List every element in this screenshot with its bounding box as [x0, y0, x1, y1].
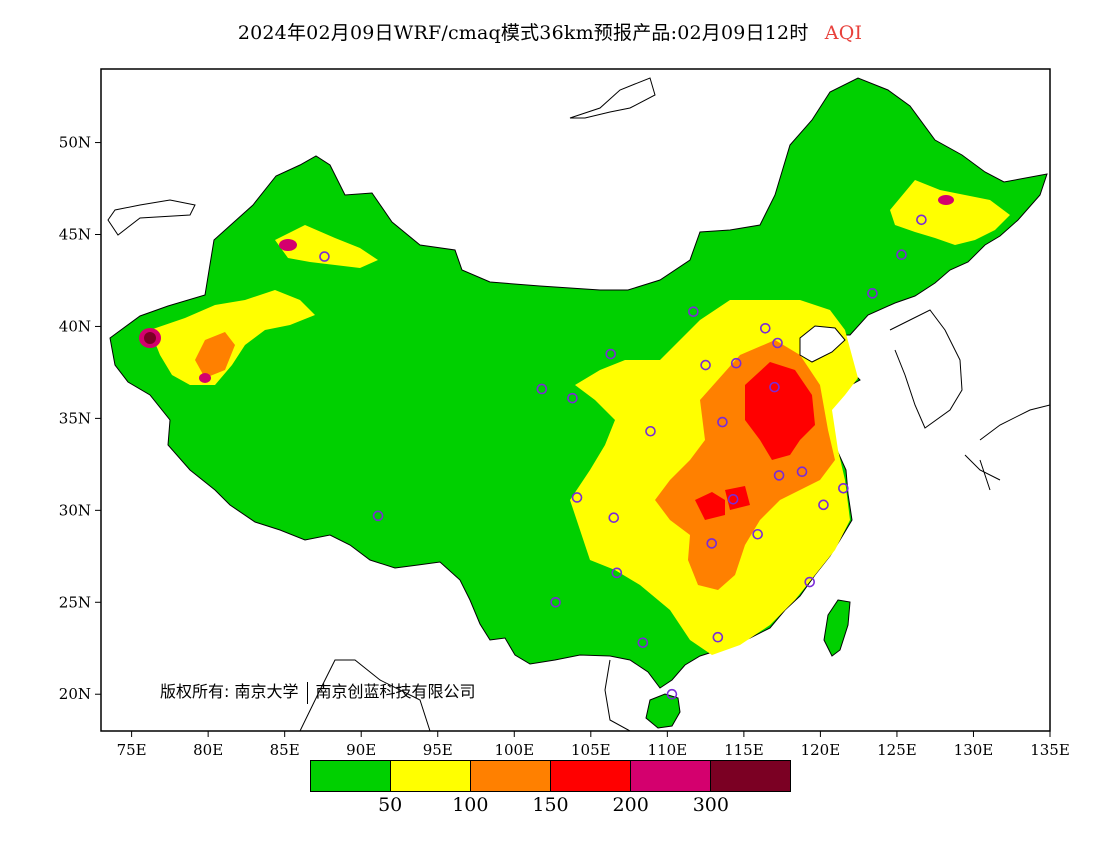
- city-station-marker: [773, 470, 785, 481]
- station-markers: [319, 214, 927, 700]
- legend-swatch: [391, 761, 471, 791]
- city-station-marker: [637, 637, 649, 649]
- lat-tick-label: 20N: [59, 685, 91, 703]
- map-title: 2024年02月09日WRF/cmaq模式36km预报产品:02月09日12时 …: [0, 18, 1100, 45]
- title-product: AQI: [824, 22, 863, 44]
- aqi-color-legend: [310, 760, 791, 792]
- copyright-org1: 南京大学: [234, 682, 299, 701]
- legend-swatch: [631, 761, 711, 791]
- city-station-marker: [769, 381, 780, 393]
- neighbor-coastline-indochina: [299, 659, 631, 731]
- legend-swatch: [311, 761, 391, 791]
- lon-tick-label: 80E: [193, 741, 223, 759]
- neighbor-coastline-korea: [889, 309, 963, 429]
- city-station-marker: [605, 348, 617, 360]
- city-station-marker: [712, 631, 724, 643]
- aqi-zone-red-2: [695, 492, 725, 520]
- lat-tick-label: 40N: [59, 317, 91, 335]
- lon-tick-label: 105E: [571, 741, 611, 759]
- lon-tick-label: 135E: [1030, 741, 1070, 759]
- lat-tick-label: 45N: [59, 226, 91, 244]
- city-station-marker: [867, 288, 878, 299]
- axis-ticks: 75E 80E 85E 90E 95E 100E 105E 110E 115E 120E 125E 1…: [59, 134, 1070, 759]
- hainan-island: [645, 693, 681, 729]
- city-station-marker: [319, 251, 330, 262]
- city-station-marker: [838, 482, 849, 494]
- lat-tick-label: 25N: [59, 593, 91, 611]
- city-station-marker: [571, 492, 583, 503]
- aqi-zone-red: [745, 362, 815, 460]
- aqi-zone-yellow-n: [275, 225, 378, 268]
- city-station-marker: [752, 528, 763, 540]
- city-station-marker: [804, 576, 815, 588]
- copyright-separator: [306, 681, 308, 704]
- lon-tick-label: 120E: [801, 741, 841, 759]
- city-station-marker: [730, 357, 742, 369]
- taiwan-island: [823, 599, 851, 657]
- lat-tick-label: 35N: [59, 409, 91, 427]
- lon-tick-label: 95E: [423, 741, 453, 759]
- lat-tick-label: 50N: [59, 134, 91, 152]
- lon-tick-label: 90E: [346, 741, 376, 759]
- map-layers: [107, 77, 1050, 731]
- neighbor-coastline-russia: [107, 77, 656, 236]
- city-station-marker: [611, 567, 623, 579]
- lon-tick-label: 85E: [270, 741, 300, 759]
- legend-label: 200: [612, 794, 649, 816]
- legend-swatch: [551, 761, 631, 791]
- legend-label: 150: [532, 794, 569, 816]
- legend-label: 300: [692, 794, 729, 816]
- city-station-marker: [550, 596, 561, 608]
- legend-swatch: [471, 761, 551, 791]
- city-station-marker: [759, 322, 771, 334]
- city-station-marker: [608, 512, 620, 523]
- neighbor-coastline-japan: [964, 404, 1050, 491]
- lat-tick-label: 30N: [59, 501, 91, 519]
- legend-label: 100: [452, 794, 489, 816]
- lon-tick-label: 115E: [724, 741, 764, 759]
- city-station-marker: [772, 337, 783, 349]
- copyright-org2: 南京创蓝科技有限公司: [315, 682, 476, 701]
- bohai-sea: [799, 325, 846, 363]
- lon-tick-label: 125E: [877, 741, 917, 759]
- legend-label: 50: [378, 794, 403, 816]
- aqi-zone-yellow-ne: [890, 180, 1010, 245]
- title-main: 2024年02月09日WRF/cmaq模式36km预报产品:02月09日12时: [237, 22, 809, 44]
- aqi-hotspot-hegang: [938, 195, 954, 205]
- city-station-marker: [916, 214, 927, 226]
- copyright-notice: 版权所有: 南京大学 南京创蓝科技有限公司: [160, 678, 476, 704]
- city-station-marker: [688, 306, 699, 318]
- city-station-marker: [645, 425, 656, 437]
- city-station-marker: [536, 383, 548, 395]
- city-station-marker: [796, 466, 808, 478]
- lon-tick-label: 100E: [494, 741, 534, 759]
- city-station-marker: [896, 249, 907, 261]
- city-station-marker: [818, 499, 829, 511]
- city-station-marker: [700, 359, 711, 371]
- city-station-marker: [567, 392, 578, 404]
- city-station-marker: [372, 510, 384, 522]
- aqi-hotspot-karamay: [279, 239, 297, 251]
- city-station-marker: [706, 538, 718, 549]
- city-station-marker: [666, 688, 678, 700]
- aqi-hotspot-kashgar-core: [144, 332, 156, 344]
- city-station-marker: [727, 493, 739, 505]
- city-station-marker: [717, 416, 728, 428]
- aqi-hotspot-xj-south: [199, 373, 211, 383]
- aqi-zone-orange-xj: [195, 332, 235, 378]
- lon-tick-label: 130E: [954, 741, 994, 759]
- lon-tick-label: 110E: [648, 741, 688, 759]
- aqi-zone-yellow-xj: [150, 290, 315, 385]
- legend-swatch: [711, 761, 790, 791]
- copyright-prefix: 版权所有:: [160, 682, 230, 701]
- lon-tick-label: 75E: [117, 741, 147, 759]
- map-frame: [100, 68, 1051, 732]
